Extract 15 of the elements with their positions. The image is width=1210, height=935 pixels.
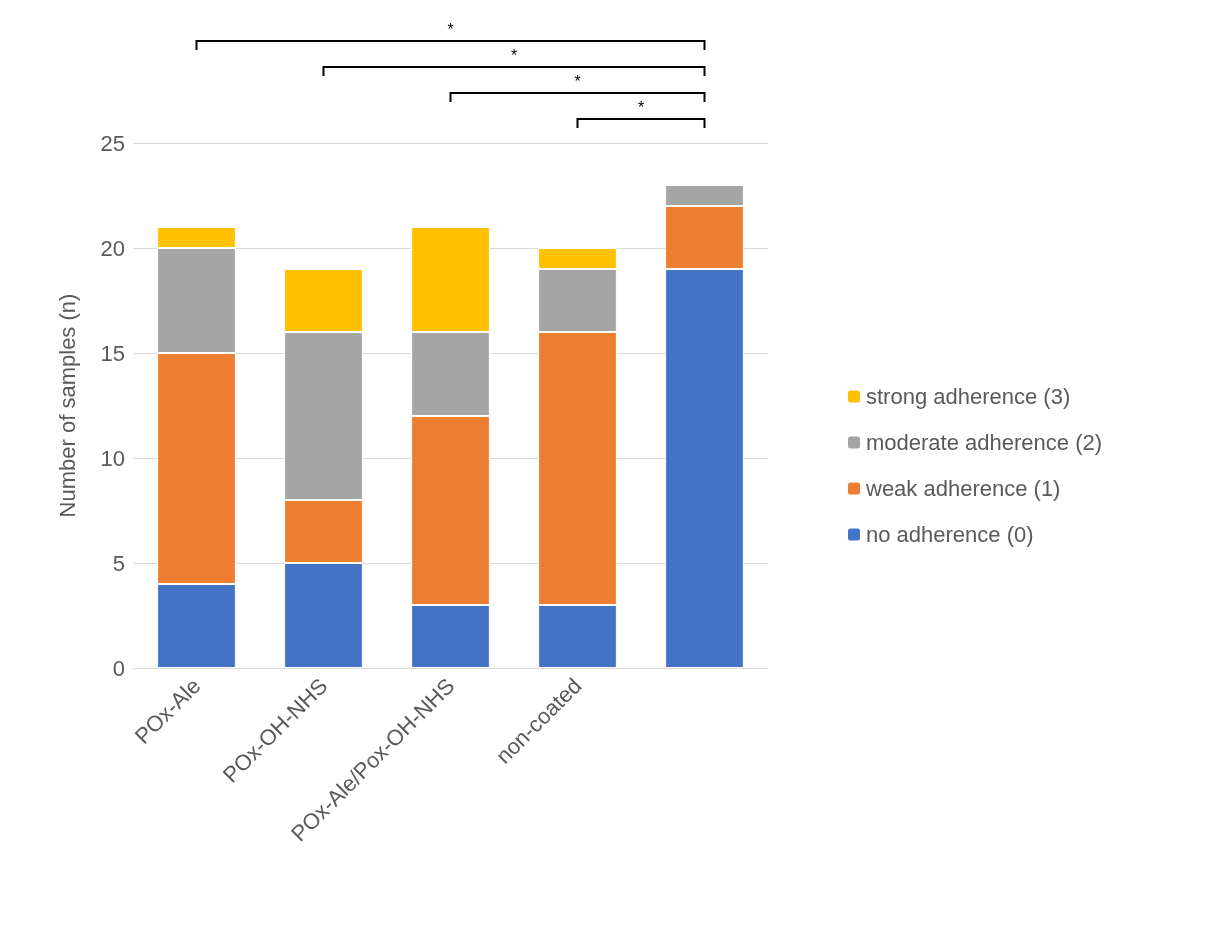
text: *	[574, 72, 581, 90]
y-tick-label: 15	[100, 340, 125, 366]
legend-label: no adherence (0)	[866, 522, 1034, 547]
y-tick-label: 10	[100, 445, 125, 471]
legend-label: moderate adherence (2)	[866, 430, 1103, 455]
y-tick-label: 20	[100, 235, 125, 261]
y-tick-label: 0	[112, 655, 125, 681]
text: *	[447, 20, 454, 38]
legend-label: weak adherence (1)	[865, 476, 1061, 501]
y-axis-title: Number of samples (n)	[54, 293, 80, 518]
legend-label: strong adherence (3)	[866, 384, 1071, 409]
y-tick-label: 25	[100, 130, 125, 156]
y-tick-label: 5	[112, 550, 125, 576]
text: *	[510, 46, 518, 64]
text: *	[637, 98, 645, 116]
